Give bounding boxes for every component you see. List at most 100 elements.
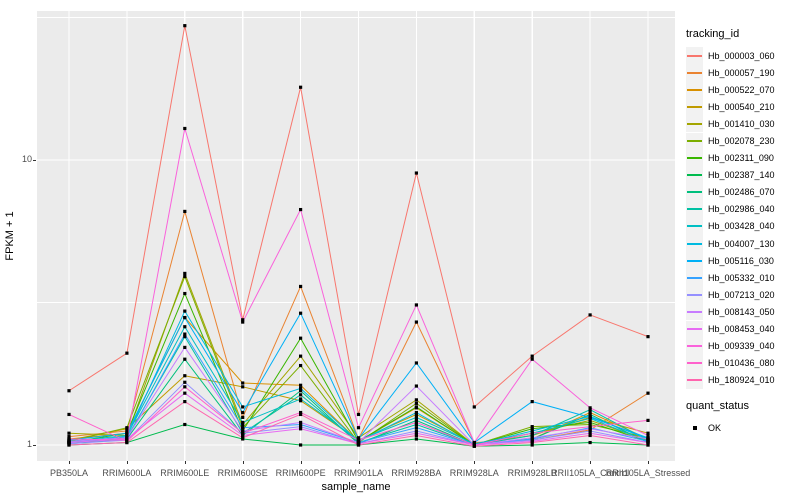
data-point-marker [356, 426, 361, 430]
data-point-marker [299, 383, 303, 387]
legend-key [686, 286, 703, 304]
data-point-marker [299, 389, 303, 393]
tracking-id-legend: tracking_id Hb_000003_060 Hb_000057_190 Hb… [686, 28, 798, 389]
data-point-marker [67, 443, 71, 447]
data-point-marker [299, 443, 303, 447]
data-point-marker [299, 207, 303, 212]
legend-item-Hb_004007_130: Hb_004007_130 [686, 235, 798, 253]
data-point-marker [646, 418, 650, 422]
legend-item-Hb_002078_230: Hb_002078_230 [686, 132, 798, 150]
data-point-marker [183, 209, 187, 214]
data-point-marker [183, 325, 187, 329]
legend-items: Hb_000003_060 Hb_000057_190 Hb_000522_070 H… [686, 47, 798, 389]
x-tick-label-PB350LA: PB350LA [49, 468, 89, 478]
data-point-marker [183, 385, 187, 389]
data-point-marker [125, 426, 129, 430]
x-tick-mark [242, 461, 244, 464]
data-point-marker [67, 435, 71, 439]
legend-item-Hb_009339_040: Hb_009339_040 [686, 337, 798, 355]
legend-key [686, 303, 703, 321]
data-point-marker [67, 437, 71, 441]
legend-item-Hb_180924_010: Hb_180924_010 [686, 371, 798, 389]
data-point-marker [414, 412, 418, 417]
data-point-marker [299, 427, 303, 431]
data-point-marker [414, 401, 418, 405]
data-point-marker [241, 410, 245, 415]
data-point-marker [588, 427, 592, 431]
quant-status-legend: quant_status OK [686, 400, 798, 436]
legend-color-line [687, 140, 702, 143]
legend-item-Hb_002311_090: Hb_002311_090 [686, 149, 798, 167]
data-point-marker [414, 410, 418, 415]
data-point-marker [241, 385, 245, 389]
data-point-marker [414, 405, 418, 409]
legend-key [686, 132, 703, 150]
x-axis-title: sample_name [321, 481, 391, 493]
data-point-marker [588, 425, 592, 429]
data-point-marker [299, 354, 303, 358]
legend-item-Hb_002486_070: Hb_002486_070 [686, 183, 798, 201]
data-point-marker [588, 440, 592, 445]
legend-key [686, 64, 703, 82]
data-point-marker [414, 420, 418, 425]
data-point-marker [588, 406, 592, 410]
data-point-marker [299, 420, 303, 425]
legend-item-Hb_008453_040: Hb_008453_040 [686, 320, 798, 338]
legend-color-line [687, 105, 702, 108]
legend-item-label: Hb_000057_190 [708, 67, 775, 78]
legend-item-Hb_001410_030: Hb_001410_030 [686, 115, 798, 133]
data-point-marker [241, 433, 245, 438]
data-point-marker [125, 351, 129, 355]
data-point-marker [356, 443, 361, 447]
data-point-marker [125, 440, 129, 445]
legend-key [686, 371, 703, 389]
data-point-marker [299, 425, 303, 429]
data-point-marker [472, 405, 476, 409]
legend-color-line [687, 345, 702, 348]
legend-key [686, 115, 703, 133]
legend-color-line [687, 362, 702, 365]
data-point-marker [414, 422, 418, 427]
data-point-marker [646, 431, 650, 435]
data-point-marker [183, 399, 187, 404]
y-axis-title: FPKM + 1 [4, 211, 16, 261]
data-point-marker [646, 335, 650, 339]
x-tick-mark [416, 461, 418, 464]
legend-key [686, 217, 703, 235]
legend-item-Hb_005332_010: Hb_005332_010 [686, 269, 798, 287]
legend-color-line [687, 174, 702, 177]
data-point-marker [530, 425, 534, 429]
legend-title: tracking_id [686, 28, 740, 40]
legend-item-label: OK [708, 422, 722, 433]
data-point-marker [299, 422, 303, 427]
legend-key [686, 354, 703, 372]
data-point-marker [67, 389, 71, 393]
data-point-marker [414, 431, 418, 435]
data-point-marker [299, 386, 303, 390]
legend-color-line [687, 225, 702, 228]
data-point-marker [588, 422, 592, 427]
data-point-marker [299, 410, 303, 415]
data-point-marker [588, 418, 592, 422]
data-point-marker [183, 315, 187, 320]
x-tick-label-RRIM928BA: RRIM928BA [391, 468, 442, 478]
data-point-marker [183, 335, 187, 339]
data-point-marker [183, 357, 187, 361]
chart-canvas [37, 11, 675, 461]
data-point-marker [356, 438, 361, 442]
legend-key [686, 81, 703, 99]
x-tick-label-RRIM600LE: RRIM600LE [160, 468, 210, 478]
data-point-marker [414, 415, 418, 419]
legend-color-line [687, 310, 702, 313]
legend-key [686, 269, 703, 287]
data-point-marker [414, 303, 418, 307]
data-point-marker [588, 433, 592, 438]
x-tick-mark [126, 461, 128, 464]
data-point-marker [472, 440, 476, 445]
x-tick-label-RRIM600PE: RRIM600PE [275, 468, 326, 478]
data-point-marker [183, 345, 187, 350]
legend-item-label: Hb_008143_050 [708, 306, 775, 317]
data-point-marker [530, 427, 534, 431]
legend-item-label: Hb_002986_040 [708, 204, 775, 215]
